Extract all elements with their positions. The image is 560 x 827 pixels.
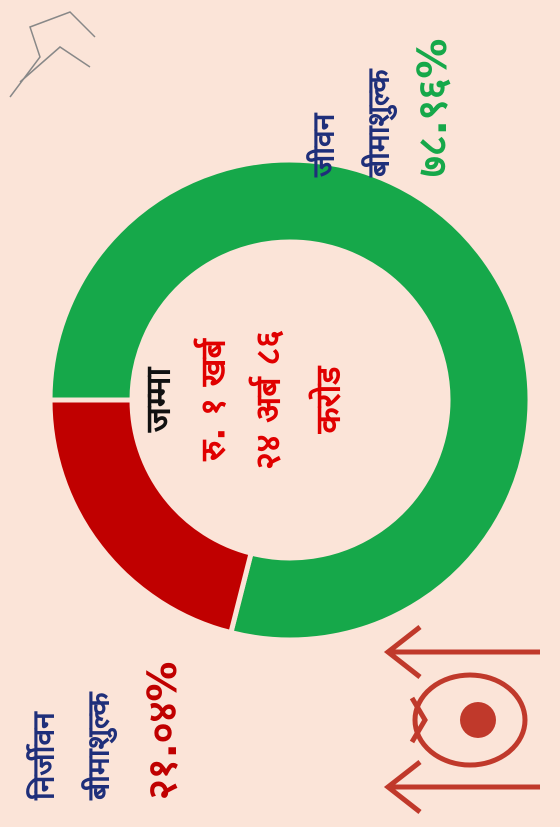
value-label: ७८.९६%: [410, 39, 456, 177]
category-label: बीमाशुल्क: [81, 691, 118, 801]
category-label: निर्जीवन: [26, 711, 62, 801]
center-text: २४ अर्ब ८६: [248, 330, 289, 470]
chart: जम्मा रु. १ खर्ब २४ अर्ब ८६ करोड जीवन बीमाशुल…: [0, 0, 560, 827]
page: {"chart_data": { "type": "donut", "categ…: [0, 0, 560, 827]
center-text: रु. १ खर्ब: [193, 337, 234, 462]
category-label: जीवन: [306, 112, 342, 178]
center-text: जम्मा: [139, 367, 179, 434]
center-text: करोड: [308, 365, 349, 435]
value-label: २१.०४%: [140, 662, 186, 800]
category-label: बीमाशुल्क: [361, 68, 398, 178]
